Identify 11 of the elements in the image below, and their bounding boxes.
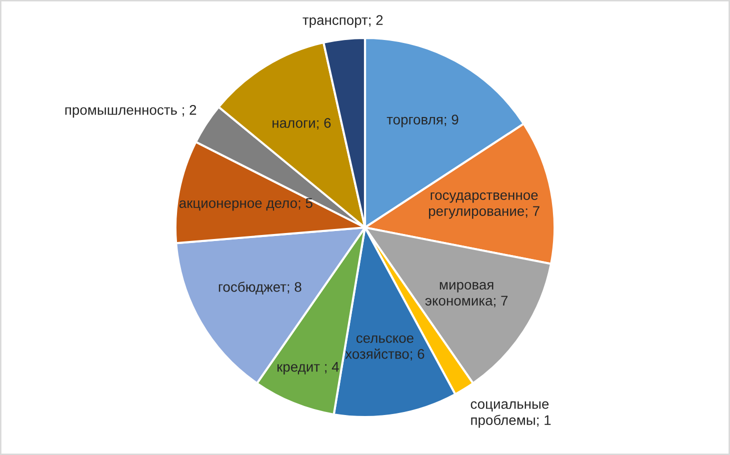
slice-label: социальные проблемы; 1: [470, 401, 551, 428]
slice-label: транспорт; 2: [302, 15, 383, 28]
slice-label: мировая экономика; 7: [425, 282, 508, 308]
slice-label: акционерное дело; 5: [179, 198, 312, 211]
slice-label: промышленность ; 2: [65, 105, 196, 118]
slice-label: налоги; 6: [272, 118, 331, 130]
slice-label: кредит ; 4: [277, 362, 339, 374]
slice-label: торговля; 9: [386, 114, 458, 128]
slice-label: госбюджет; 8: [218, 282, 302, 295]
slice-label: государственное регулирование; 7: [428, 192, 540, 219]
slice-label: сельское хозяйство; 6: [345, 335, 424, 361]
